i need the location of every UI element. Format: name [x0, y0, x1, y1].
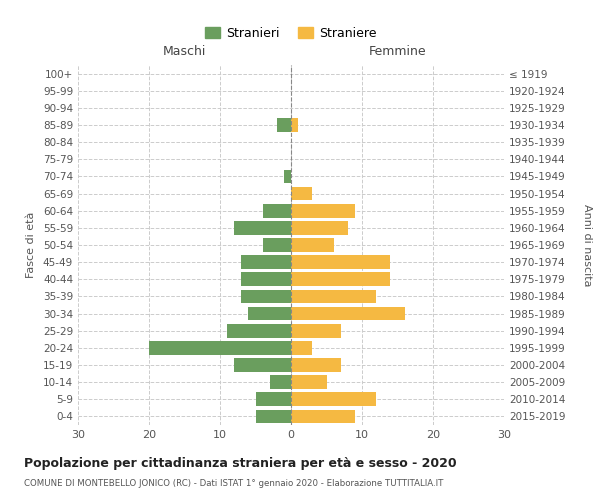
Bar — [284, 170, 291, 183]
Text: Femmine: Femmine — [368, 45, 427, 58]
Bar — [291, 392, 376, 406]
Bar — [291, 221, 348, 234]
Text: Maschi: Maschi — [163, 45, 206, 58]
Bar — [291, 358, 341, 372]
Bar — [277, 118, 291, 132]
Bar — [291, 186, 313, 200]
Bar — [256, 392, 291, 406]
Bar — [248, 306, 291, 320]
Text: Popolazione per cittadinanza straniera per età e sesso - 2020: Popolazione per cittadinanza straniera p… — [24, 458, 457, 470]
Bar — [149, 341, 291, 354]
Bar — [291, 238, 334, 252]
Bar — [270, 376, 291, 389]
Bar — [263, 204, 291, 218]
Bar — [227, 324, 291, 338]
Bar — [291, 290, 376, 304]
Bar — [291, 256, 391, 269]
Legend: Stranieri, Straniere: Stranieri, Straniere — [199, 21, 383, 46]
Text: COMUNE DI MONTEBELLO JONICO (RC) - Dati ISTAT 1° gennaio 2020 - Elaborazione TUT: COMUNE DI MONTEBELLO JONICO (RC) - Dati … — [24, 479, 443, 488]
Bar — [291, 376, 326, 389]
Bar — [291, 118, 298, 132]
Bar — [291, 306, 404, 320]
Bar — [291, 324, 341, 338]
Bar — [234, 358, 291, 372]
Y-axis label: Fasce di età: Fasce di età — [26, 212, 36, 278]
Bar — [291, 272, 391, 286]
Bar — [234, 221, 291, 234]
Bar — [256, 410, 291, 424]
Bar — [263, 238, 291, 252]
Bar — [241, 256, 291, 269]
Bar — [291, 204, 355, 218]
Bar — [291, 341, 313, 354]
Bar — [241, 272, 291, 286]
Y-axis label: Anni di nascita: Anni di nascita — [582, 204, 592, 286]
Bar — [241, 290, 291, 304]
Bar — [291, 410, 355, 424]
